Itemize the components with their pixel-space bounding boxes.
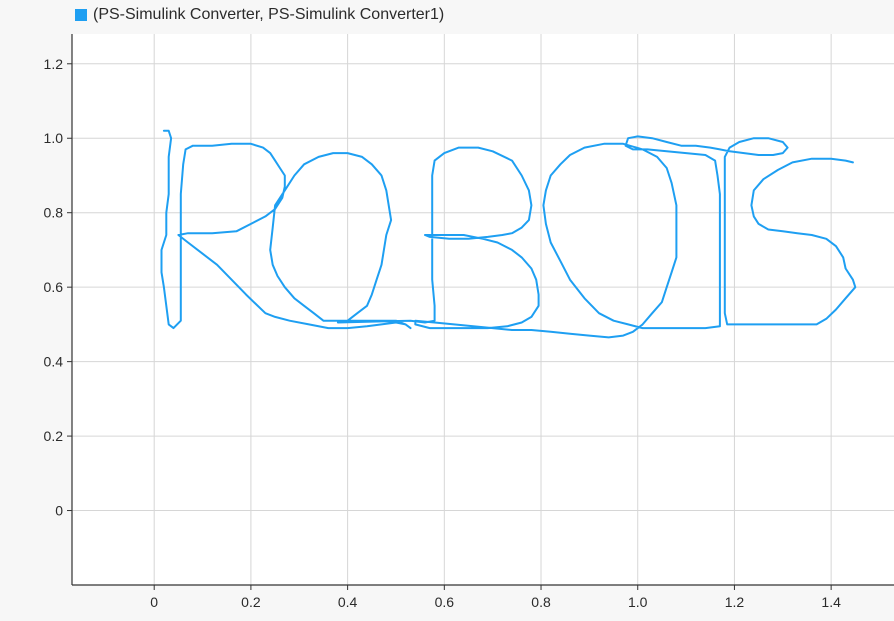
series-layer <box>160 129 857 339</box>
y-tick-label: 1.0 <box>44 130 64 146</box>
y-tick-label: 0 <box>55 503 63 519</box>
y-tick-label: 1.2 <box>44 56 64 72</box>
x-tick-label: 1.0 <box>628 594 648 610</box>
x-tick-label: 0.8 <box>531 594 551 610</box>
y-tick-label: 0.6 <box>44 279 64 295</box>
y-tick-label: 0.4 <box>44 354 64 370</box>
x-tick-label: 1.2 <box>725 594 745 610</box>
series-line <box>160 129 857 339</box>
legend[interactable]: (PS-Simulink Converter, PS-Simulink Conv… <box>75 4 444 26</box>
grid-lines <box>72 34 894 585</box>
plot-area <box>72 34 894 585</box>
x-tick-label: 0 <box>150 594 158 610</box>
tick-labels: 0 0.2 0.4 0.6 0.8 1.0 1.2 1.4 0 0.2 0.4 0.6 0.8 1.0 1.… <box>44 56 842 610</box>
y-tick-label: 0.8 <box>44 205 64 221</box>
legend-label: (PS-Simulink Converter, PS-Simulink Conv… <box>93 6 445 23</box>
x-tick-label: 0.6 <box>435 594 455 610</box>
x-tick-label: 0.4 <box>338 594 358 610</box>
y-tick-label: 0.2 <box>44 428 64 444</box>
x-tick-label: 0.2 <box>241 594 261 610</box>
legend-swatch-icon <box>75 9 87 21</box>
x-tick-label: 1.4 <box>821 594 841 610</box>
axes <box>67 34 894 590</box>
